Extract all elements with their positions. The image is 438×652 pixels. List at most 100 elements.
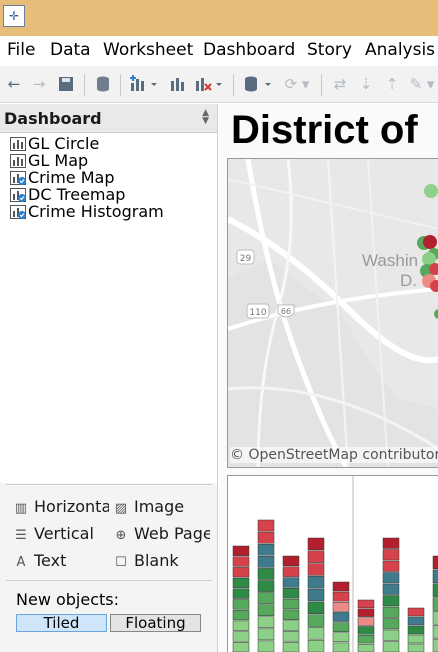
bar-segment [232, 588, 250, 599]
histogram-bar[interactable] [282, 555, 300, 652]
histogram-bar[interactable] [332, 581, 350, 652]
crime-point [429, 263, 438, 275]
bar-segment [357, 626, 375, 635]
toolbar-separator [321, 74, 322, 96]
object-horizontal[interactable]: ▥ Horizontal [14, 497, 109, 516]
bar-segment [232, 567, 250, 578]
sheet-item-gl-circle[interactable]: GL Circle [10, 135, 99, 152]
bar-segment [307, 601, 325, 614]
histogram-bar[interactable] [232, 545, 250, 652]
sort-descending-icon[interactable]: ⇡ [385, 75, 399, 93]
sheet-list: GL Circle GL Map Crime Map DC Treemap Cr… [0, 133, 217, 483]
tableau-app-icon[interactable]: ✛ [3, 5, 25, 27]
histogram-bar[interactable] [407, 607, 425, 652]
menu-file[interactable]: File [7, 40, 36, 60]
bar-segment [232, 599, 250, 610]
bar-segment [332, 642, 350, 652]
bar-segment [232, 620, 250, 631]
menu-story[interactable]: Story [307, 40, 352, 60]
bar-segment [257, 640, 275, 652]
duplicate-sheet-icon[interactable] [168, 74, 188, 94]
sort-arrows-icon[interactable]: ▲ ▼ [202, 108, 209, 126]
sheet-item-gl-map[interactable]: GL Map [10, 152, 88, 169]
bar-segment [232, 631, 250, 642]
object-label: Blank [134, 551, 179, 570]
crime-point [434, 309, 438, 319]
bar-segment [282, 566, 300, 577]
sheet-label: GL Circle [28, 134, 100, 153]
clear-sheet-icon[interactable] [193, 74, 225, 94]
histogram-bar[interactable] [307, 537, 325, 652]
sheet-item-crime-map[interactable]: Crime Map [10, 169, 114, 186]
map-attribution[interactable]: © OpenStreetMap contributors [230, 447, 438, 463]
bar-segment [432, 638, 438, 652]
bar-segment [307, 550, 325, 563]
bar-segment [307, 627, 325, 640]
worksheet-in-use-icon [10, 205, 26, 219]
title-bar: ✛ [0, 0, 438, 36]
histogram-bar[interactable] [432, 555, 438, 652]
new-worksheet-icon[interactable] [128, 74, 160, 94]
bar-segment [257, 543, 275, 556]
bar-segment [382, 629, 400, 641]
bar-segment [432, 555, 438, 570]
menu-analysis[interactable]: Analysis [365, 40, 436, 60]
object-blank[interactable]: ☐ Blank [114, 551, 179, 570]
object-vertical[interactable]: ☰ Vertical [14, 524, 94, 543]
bar-segment [382, 595, 400, 607]
toolbar-separator [84, 74, 85, 96]
bar-segment [357, 635, 375, 644]
histogram-bar[interactable] [382, 537, 400, 652]
bar-segment [357, 608, 375, 617]
object-label: Image [134, 497, 185, 516]
bar-segment [407, 616, 425, 626]
swap-icon[interactable]: ⇄ [333, 75, 347, 93]
bar-segment [382, 583, 400, 595]
bar-segment [357, 599, 375, 609]
bar-segment [332, 591, 350, 602]
bar-segment [432, 625, 438, 639]
sheet-item-crime-histogram[interactable]: Crime Histogram [10, 203, 164, 220]
menu-data[interactable]: Data [50, 40, 91, 60]
save-icon[interactable] [57, 74, 75, 94]
forward-arrow-icon[interactable]: → [32, 75, 46, 93]
bar-segment [307, 563, 325, 576]
tiled-button[interactable]: Tiled [16, 614, 107, 632]
sheet-label: Crime Map [28, 168, 115, 187]
object-image[interactable]: ▨ Image [114, 497, 184, 516]
menu-worksheet[interactable]: Worksheet [103, 40, 194, 60]
objects-divider [6, 484, 212, 485]
bar-segment [307, 614, 325, 627]
bar-segment [382, 549, 400, 561]
highlight-icon[interactable]: ✎ ▾ [409, 75, 435, 93]
sort-ascending-icon[interactable]: ⇣ [359, 75, 373, 93]
bar-segment [282, 631, 300, 642]
toolbar-separator [120, 74, 121, 96]
bar-segment [407, 643, 425, 652]
floating-button[interactable]: Floating [110, 614, 201, 632]
refresh-icon[interactable]: ⟳ ▾ [284, 75, 310, 93]
crime-point [424, 184, 438, 198]
histogram-bar[interactable] [257, 519, 275, 652]
sheet-item-dc-treemap[interactable]: DC Treemap [10, 186, 125, 203]
road-shield-29: 29 [236, 249, 255, 265]
object-web-page[interactable]: ⊕ Web Page [114, 524, 210, 543]
sidebar-header: Dashboard ▲ ▼ [0, 104, 217, 133]
crime-map-view[interactable]: 29 110 66 Washin D. © OpenStreetMap cont… [227, 158, 438, 468]
crime-histogram-view[interactable] [227, 475, 438, 652]
bar-segment [432, 611, 438, 625]
histogram-bar[interactable] [357, 599, 375, 652]
menu-dashboard[interactable]: Dashboard [203, 40, 296, 60]
dashboard-title[interactable]: District of [231, 108, 418, 152]
bar-segment [232, 577, 250, 589]
bar-segment [382, 572, 400, 584]
bar-segment [407, 607, 425, 617]
road-shield-label: 29 [240, 254, 252, 264]
database-icon[interactable] [94, 74, 112, 94]
back-arrow-icon[interactable]: ← [7, 75, 21, 93]
bar-segment [257, 616, 275, 629]
data-source-icon[interactable] [242, 74, 274, 94]
bar-segment [282, 555, 300, 567]
object-text[interactable]: A Text [14, 551, 67, 570]
bar-segment [307, 576, 325, 589]
